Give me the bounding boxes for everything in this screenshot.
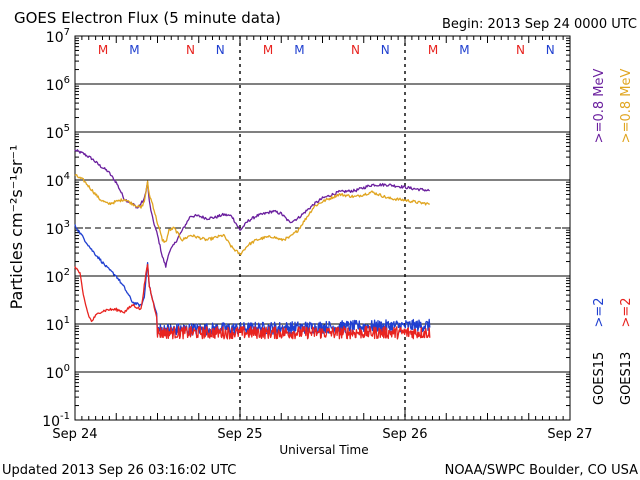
source-credit: NOAA/SWPC Boulder, CO USA: [445, 463, 638, 478]
event-marker: N: [186, 43, 195, 57]
event-marker: M: [98, 43, 108, 57]
y-tick-label: 10-1: [42, 411, 70, 430]
legend-goes13-band2: >=0.8 MeV: [619, 69, 634, 144]
event-marker: M: [263, 43, 273, 57]
event-marker: M: [129, 43, 139, 57]
y-tick-exponent: 4: [64, 171, 70, 182]
x-tick-label: Sep 26: [382, 427, 427, 442]
y-tick-base: 10: [46, 366, 64, 382]
legend-goes15-satellite: GOES15: [592, 352, 607, 405]
event-marker: M: [428, 43, 438, 57]
event-marker: M: [294, 43, 304, 57]
series-line-goes13-0-8-mev: [74, 174, 430, 256]
legend-goes13: GOES13 >=2 >=0.8 MeV: [619, 69, 634, 405]
y-axis-label: Particles cm⁻²s⁻¹sr⁻¹: [7, 145, 26, 310]
y-tick-label: 105: [46, 123, 70, 142]
event-marker: N: [516, 43, 525, 57]
y-tick-label: 101: [46, 315, 70, 334]
x-axis-label: Universal Time: [279, 443, 368, 457]
series-line-goes13-2-mev: [74, 263, 431, 340]
y-tick-exponent: -1: [60, 411, 70, 422]
y-tick-base: 10: [46, 222, 64, 238]
chart-title: GOES Electron Flux (5 minute data): [14, 9, 281, 27]
y-tick-exponent: 2: [64, 267, 70, 278]
y-tick-base: 10: [46, 174, 64, 190]
begin-label: Begin: 2013 Sep 24 0000 UTC: [442, 17, 637, 32]
event-marker: N: [381, 43, 390, 57]
y-tick-label: 107: [46, 27, 70, 46]
y-tick-base: 10: [46, 78, 64, 94]
y-tick-base: 10: [46, 318, 64, 334]
x-tick-label: Sep 27: [547, 427, 592, 442]
y-tick-exponent: 6: [64, 75, 70, 86]
x-tick-label: Sep 25: [217, 427, 262, 442]
y-tick-label: 102: [46, 267, 70, 286]
y-tick-exponent: 0: [64, 363, 70, 374]
x-tick-label: Sep 24: [52, 427, 97, 442]
legend-goes15-band2: >=0.8 MeV: [592, 69, 607, 144]
series-line-goes15-0-8-mev: [74, 149, 430, 268]
updated-timestamp: Updated 2013 Sep 26 03:16:02 UTC: [2, 463, 236, 478]
y-tick-exponent: 5: [64, 123, 70, 134]
y-tick-label: 103: [46, 219, 70, 238]
svg-text:GOES13 >=2 >=0.8 M: GOES13 >=2 >=0.8 MeV: [619, 69, 634, 405]
y-tick-label: 100: [46, 363, 70, 382]
y-tick-exponent: 1: [64, 315, 70, 326]
y-tick-exponent: 7: [64, 27, 70, 38]
y-tick-base: 10: [42, 414, 60, 430]
y-tick-exponent: 3: [64, 219, 70, 230]
legend-goes15: GOES15 >=2 >=0.8 MeV: [592, 69, 607, 405]
y-tick-base: 10: [46, 30, 64, 46]
legend-goes15-band: >=2: [592, 297, 607, 327]
y-tick-base: 10: [46, 270, 64, 286]
event-marker: N: [216, 43, 225, 57]
event-marker: N: [351, 43, 360, 57]
legend-goes13-band: >=2: [619, 297, 634, 327]
legend-goes13-satellite: GOES13: [619, 352, 634, 405]
y-tick-base: 10: [46, 126, 64, 142]
y-tick-label: 104: [46, 171, 70, 190]
event-marker: M: [459, 43, 469, 57]
svg-text:GOES15 >=2 >=0.8 M: GOES15 >=2 >=0.8 MeV: [592, 69, 607, 405]
y-tick-label: 106: [46, 75, 70, 94]
event-marker: N: [546, 43, 555, 57]
